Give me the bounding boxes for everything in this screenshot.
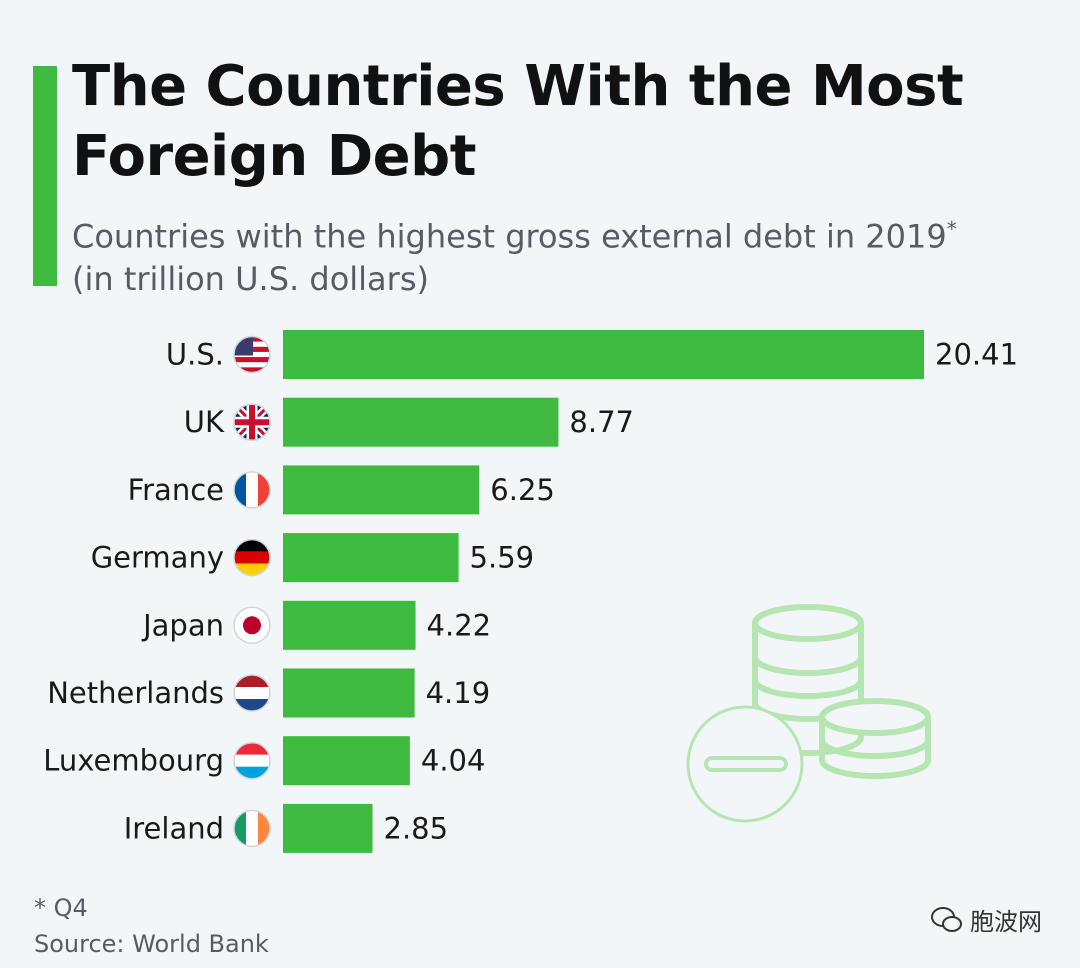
value-label: 6.25 xyxy=(490,473,555,507)
germany-flag-icon xyxy=(233,538,271,577)
subtitle-unit: (in trillion U.S. dollars) xyxy=(72,259,429,298)
wechat-icon xyxy=(931,906,962,932)
uk-flag-icon xyxy=(233,403,271,441)
bar-luxembourg xyxy=(283,736,410,786)
bar-uk xyxy=(283,397,559,447)
us-flag-icon xyxy=(233,335,271,374)
value-label: 8.77 xyxy=(569,405,634,439)
bar-japan xyxy=(283,600,416,650)
bar-france xyxy=(283,465,480,515)
bars-layer: U.S. 20.41 UK 8.77 France 6.25 Germany 5.59 Japa… xyxy=(43,330,1018,853)
value-label: 2.85 xyxy=(384,811,449,845)
value-label: 4.19 xyxy=(426,676,491,710)
france-flag-icon xyxy=(233,471,271,509)
category-label: U.S. xyxy=(166,338,224,372)
footnote: * Q4 xyxy=(34,894,88,922)
bar-germany xyxy=(283,533,459,583)
category-label: Netherlands xyxy=(47,676,224,710)
value-label: 4.22 xyxy=(427,608,492,642)
bar-u-s xyxy=(283,330,924,379)
chart-subtitle: Countries with the highest gross externa… xyxy=(72,208,972,300)
subtitle-text: Countries with the highest gross externa… xyxy=(72,217,947,256)
subtitle-footnote-marker: * xyxy=(946,217,957,241)
source-note: Source: World Bank xyxy=(34,930,269,958)
category-label: UK xyxy=(184,405,225,439)
value-label: 20.41 xyxy=(935,338,1018,372)
category-label: Germany xyxy=(91,541,224,575)
accent-bar xyxy=(33,66,57,286)
value-label: 4.04 xyxy=(421,744,486,778)
watermark: 胞波网 xyxy=(930,902,1042,937)
category-label: Ireland xyxy=(124,811,224,845)
chart-title: The Countries With the Most Foreign Debt xyxy=(72,54,964,189)
coins-minus-icon xyxy=(686,604,931,823)
watermark-text: 胞波网 xyxy=(970,908,1042,936)
category-label: Luxembourg xyxy=(43,744,224,778)
netherlands-flag-icon xyxy=(233,674,271,712)
category-label: Japan xyxy=(141,608,224,642)
bar-ireland xyxy=(283,803,373,853)
bar-netherlands xyxy=(283,668,415,718)
category-label: France xyxy=(128,473,224,507)
luxembourg-flag-icon xyxy=(233,741,271,780)
ireland-flag-icon xyxy=(233,809,271,848)
value-label: 5.59 xyxy=(470,541,535,575)
japan-flag-icon xyxy=(233,606,271,645)
